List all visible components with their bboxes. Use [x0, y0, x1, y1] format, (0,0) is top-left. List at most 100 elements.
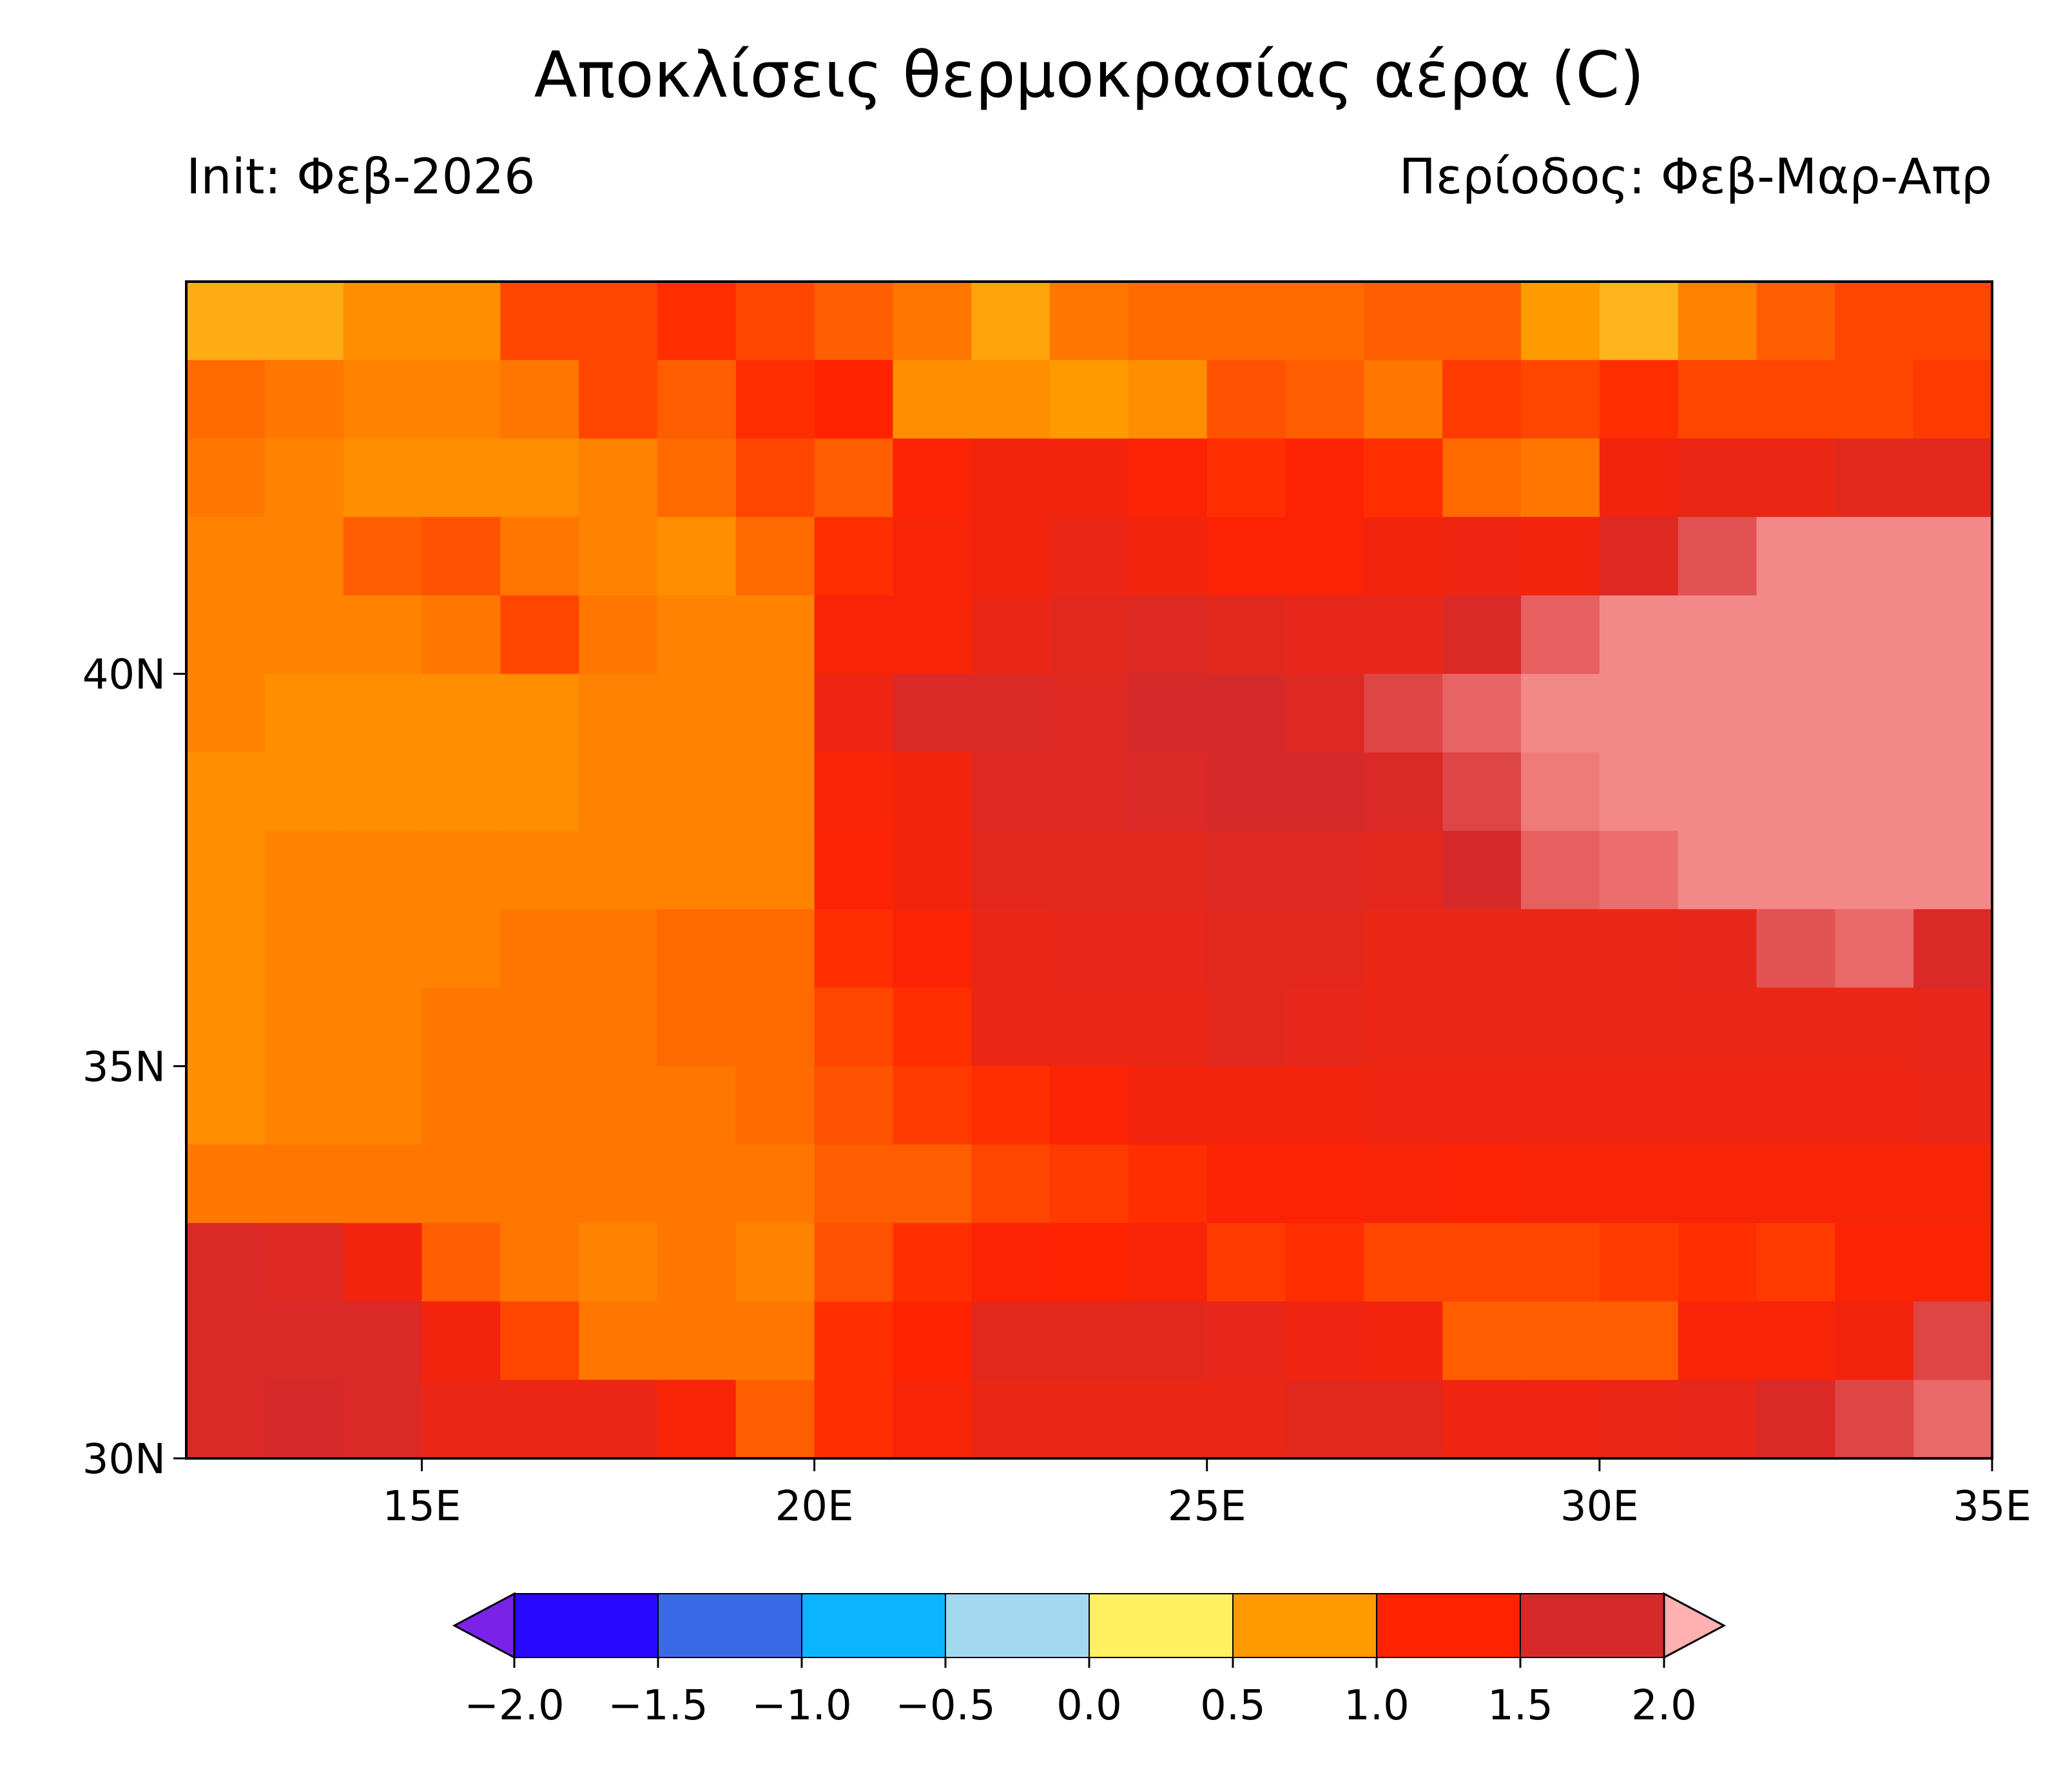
- heatmap-cell: [1364, 1301, 1443, 1380]
- heatmap-cell: [1364, 1145, 1443, 1224]
- heatmap-cell: [1835, 1066, 1914, 1145]
- heatmap-cell: [1835, 282, 1914, 361]
- heatmap-cell: [1364, 595, 1443, 675]
- heatmap-cell: [186, 1222, 266, 1302]
- chart-title: Αποκλίσεις θερμοκρασίας αέρα (C): [534, 39, 1645, 112]
- heatmap-cell: [579, 831, 658, 910]
- heatmap-cell: [1599, 752, 1679, 831]
- heatmap-cell: [1521, 595, 1600, 675]
- heatmap-cell: [893, 360, 972, 440]
- heatmap-cell: [1364, 831, 1443, 910]
- heatmap-cell: [579, 909, 658, 989]
- heatmap-cell: [893, 595, 972, 675]
- heatmap-cell: [1128, 1145, 1208, 1224]
- heatmap-cell: [893, 438, 972, 517]
- heatmap-cell: [579, 987, 658, 1067]
- heatmap-cell: [1206, 673, 1286, 753]
- heatmap-cell: [500, 1380, 579, 1459]
- heatmap-cell: [1050, 987, 1129, 1067]
- heatmap-cell: [971, 1380, 1051, 1459]
- y-tick-label: 40N: [82, 652, 166, 699]
- heatmap-cell: [1678, 909, 1757, 989]
- heatmap-cell: [579, 673, 658, 753]
- heatmap-cell: [1913, 909, 1993, 989]
- heatmap-cell: [186, 1380, 266, 1459]
- heatmap-cell: [971, 517, 1051, 596]
- heatmap-cell: [1599, 831, 1679, 910]
- heatmap-cell: [579, 282, 658, 361]
- heatmap-cell: [264, 752, 344, 831]
- heatmap-cell: [1285, 1066, 1364, 1145]
- heatmap-cell: [186, 517, 266, 596]
- heatmap-cell: [893, 282, 972, 361]
- heatmap-cell: [735, 831, 815, 910]
- heatmap-cell: [735, 360, 815, 440]
- heatmap-cell: [893, 987, 972, 1067]
- heatmap-cell: [421, 1145, 501, 1224]
- heatmap-cell: [1521, 1222, 1600, 1302]
- heatmap-cell: [343, 1145, 423, 1224]
- heatmap-cell: [1835, 752, 1914, 831]
- heatmap-cell: [1442, 987, 1522, 1067]
- heatmap-cell: [579, 1066, 658, 1145]
- heatmap-cell: [971, 1066, 1051, 1145]
- heatmap-cell: [1521, 987, 1600, 1067]
- heatmap-cell: [1599, 438, 1679, 517]
- heatmap-cell: [735, 595, 815, 675]
- heatmap-cell: [421, 517, 501, 596]
- heatmap-cell: [343, 595, 423, 675]
- heatmap-cell: [1678, 1066, 1757, 1145]
- heatmap-cell: [1678, 595, 1757, 675]
- heatmap-cell: [814, 1145, 894, 1224]
- heatmap-cell: [1756, 909, 1835, 989]
- heatmap-cell: [1128, 438, 1208, 517]
- heatmap-cell: [657, 438, 737, 517]
- subtitle-left: Init: Φεβ-2026: [186, 148, 536, 205]
- heatmap-cell: [1913, 987, 1993, 1067]
- heatmap-cell: [971, 1222, 1051, 1302]
- heatmap-cell: [500, 282, 579, 361]
- heatmap-cell: [1756, 1222, 1835, 1302]
- heatmap-cell: [500, 752, 579, 831]
- heatmap-cell: [1285, 360, 1364, 440]
- heatmap-cell: [421, 752, 501, 831]
- heatmap-cell: [893, 752, 972, 831]
- heatmap-cell: [1128, 909, 1208, 989]
- heatmap-cell: [500, 831, 579, 910]
- heatmap-cell: [500, 1301, 579, 1380]
- heatmap-cell: [1050, 1066, 1129, 1145]
- heatmap-cell: [893, 909, 972, 989]
- heatmap-cell: [421, 1222, 501, 1302]
- heatmap-cell: [657, 909, 737, 989]
- heatmap-cell: [264, 987, 344, 1067]
- heatmap-cell: [1364, 360, 1443, 440]
- heatmap-cell: [186, 673, 266, 753]
- heatmap-cell: [1285, 1380, 1364, 1459]
- heatmap-cell: [1678, 673, 1757, 753]
- colorbar-bin: [657, 1593, 802, 1658]
- heatmap-cell: [1678, 438, 1757, 517]
- colorbar-tick-label: 0.0: [1056, 1682, 1122, 1730]
- heatmap-cell: [657, 752, 737, 831]
- heatmap-cell: [1599, 673, 1679, 753]
- heatmap-cell: [1442, 1145, 1522, 1224]
- heatmap-cell: [893, 1145, 972, 1224]
- heatmap-cell: [1835, 1222, 1914, 1302]
- heatmap-cell: [735, 282, 815, 361]
- heatmap-cell: [1050, 1301, 1129, 1380]
- heatmap-cell: [1128, 1066, 1208, 1145]
- heatmap-cell: [1599, 909, 1679, 989]
- heatmap-cell: [1913, 752, 1993, 831]
- heatmap-cell: [1128, 595, 1208, 675]
- heatmap-cell: [1913, 1222, 1993, 1302]
- heatmap-cell: [1678, 517, 1757, 596]
- heatmap-cell: [1835, 438, 1914, 517]
- heatmap-cell: [1442, 282, 1522, 361]
- heatmap-cell: [1521, 360, 1600, 440]
- heatmap-cell: [264, 831, 344, 910]
- heatmap-cell: [1835, 1145, 1914, 1224]
- heatmap-cell: [1913, 1066, 1993, 1145]
- heatmap-cell: [1756, 1380, 1835, 1459]
- colorbar-bin: [945, 1593, 1090, 1658]
- heatmap-cell: [1442, 1380, 1522, 1459]
